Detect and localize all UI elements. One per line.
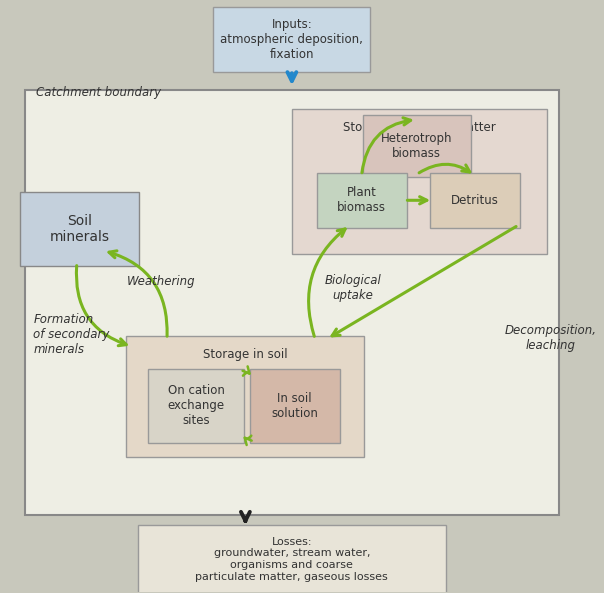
Text: On cation
exchange
sites: On cation exchange sites bbox=[167, 384, 225, 427]
FancyBboxPatch shape bbox=[363, 115, 471, 177]
Text: Formation
of secondary
minerals: Formation of secondary minerals bbox=[33, 313, 110, 356]
FancyBboxPatch shape bbox=[213, 7, 370, 72]
FancyBboxPatch shape bbox=[126, 336, 364, 457]
FancyBboxPatch shape bbox=[21, 192, 140, 266]
Text: Soil
minerals: Soil minerals bbox=[50, 213, 110, 244]
FancyBboxPatch shape bbox=[25, 90, 559, 515]
FancyBboxPatch shape bbox=[316, 173, 406, 228]
Text: Biological
uptake: Biological uptake bbox=[324, 273, 381, 302]
Text: Detritus: Detritus bbox=[451, 194, 499, 207]
FancyBboxPatch shape bbox=[148, 369, 244, 442]
Text: Decomposition,
leaching: Decomposition, leaching bbox=[504, 324, 596, 352]
Text: Storage in organic matter: Storage in organic matter bbox=[343, 121, 496, 134]
Text: In soil
solution: In soil solution bbox=[271, 392, 318, 420]
Text: Storage in soil: Storage in soil bbox=[203, 348, 288, 361]
Text: Heterotroph
biomass: Heterotroph biomass bbox=[381, 132, 452, 160]
Text: Weathering: Weathering bbox=[127, 275, 196, 288]
Text: Losses:
groundwater, stream water,
organisms and coarse
particulate matter, gase: Losses: groundwater, stream water, organ… bbox=[196, 537, 388, 582]
Text: Inputs:
atmospheric deposition,
fixation: Inputs: atmospheric deposition, fixation bbox=[220, 18, 364, 61]
FancyBboxPatch shape bbox=[430, 173, 520, 228]
FancyBboxPatch shape bbox=[249, 369, 340, 442]
Text: Plant
biomass: Plant biomass bbox=[337, 186, 386, 214]
FancyBboxPatch shape bbox=[138, 525, 446, 593]
Text: Catchment boundary: Catchment boundary bbox=[36, 87, 161, 100]
FancyBboxPatch shape bbox=[292, 109, 547, 254]
